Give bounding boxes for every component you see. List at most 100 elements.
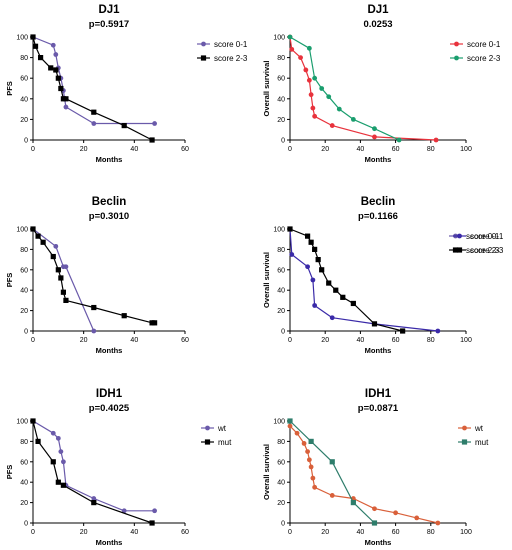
x-tick-label: 20 [321, 337, 329, 344]
x-tick-label: 100 [460, 146, 472, 153]
legend-marker [454, 41, 459, 47]
x-tick-label: 60 [392, 529, 400, 536]
y-tick-label: 0 [24, 521, 28, 528]
data-point [50, 253, 56, 260]
data-point [308, 239, 314, 245]
x-tick-label: 0 [31, 146, 35, 153]
data-point [50, 430, 56, 436]
data-point [63, 96, 69, 102]
y-tick-label: 40 [277, 480, 285, 487]
panel-pvalue: 0.0253 [363, 19, 392, 30]
x-tick-label: 20 [80, 146, 88, 153]
y-tick-label: 0 [24, 138, 28, 145]
x-tick-label: 20 [321, 529, 329, 536]
y-axis-label: Overall survival [262, 61, 271, 117]
data-point [350, 500, 356, 506]
x-tick-label: 60 [181, 146, 189, 153]
data-point [60, 289, 66, 295]
legend-label: score 2-3 [466, 246, 500, 255]
series-2 [30, 34, 155, 143]
data-point [312, 75, 318, 81]
legend-marker [200, 55, 207, 61]
data-point [310, 277, 316, 283]
data-point [400, 328, 406, 334]
data-point [35, 438, 41, 444]
data-point [414, 515, 420, 521]
data-point [435, 328, 441, 334]
data-point [350, 117, 356, 122]
data-point [32, 43, 39, 49]
data-point [308, 92, 314, 98]
data-point [308, 438, 314, 444]
x-tick-label: 80 [427, 146, 435, 153]
x-axis-label: Months [365, 155, 392, 164]
panel-title: IDH1 [96, 388, 123, 400]
x-tick-label: 0 [288, 529, 292, 536]
data-point [312, 113, 318, 119]
data-point [312, 303, 318, 308]
data-point [315, 257, 321, 263]
data-point [61, 459, 66, 465]
data-point [433, 137, 439, 143]
y-tick-label: 80 [20, 439, 28, 446]
x-axis-label: Months [96, 346, 123, 355]
y-axis-label: PFS [5, 81, 14, 96]
legend: wt mut [458, 424, 489, 447]
y-axis-label: Overall survival [262, 444, 271, 500]
y-tick-label: 0 [281, 138, 285, 145]
data-point [38, 55, 44, 61]
data-point [91, 304, 97, 311]
x-tick-label: 60 [392, 146, 400, 153]
data-point [329, 493, 335, 498]
panel-title: Beclin [361, 196, 396, 208]
x-tick-label: 0 [31, 529, 35, 536]
data-point [310, 475, 316, 481]
legend-label: mut [218, 438, 232, 447]
data-point [58, 275, 64, 281]
data-point [121, 508, 127, 514]
y-tick-label: 40 [20, 288, 28, 295]
data-point [91, 500, 97, 506]
km-panel-6: IDH1 p=0.0871 0 20 40 60 80 100 0 20 40 60 80 100 Mont… [262, 388, 489, 547]
data-point [63, 264, 69, 270]
data-point [305, 264, 310, 270]
y-tick-label: 40 [20, 480, 28, 487]
data-point [91, 496, 97, 501]
series-line [289, 36, 400, 141]
data-point [149, 520, 155, 526]
data-point [152, 121, 158, 126]
x-tick-label: 60 [181, 337, 189, 344]
data-point [50, 459, 56, 465]
y-tick-label: 20 [277, 117, 285, 124]
data-point [91, 109, 97, 115]
data-point [306, 77, 312, 83]
data-point [30, 226, 36, 232]
x-tick-label: 40 [130, 146, 138, 153]
data-point [310, 105, 316, 111]
y-tick-label: 20 [277, 308, 285, 315]
data-point [287, 34, 293, 40]
x-tick-label: 20 [80, 529, 88, 536]
legend-label: score 2-3 [214, 54, 248, 63]
y-tick-label: 20 [277, 500, 285, 507]
series-line [32, 420, 153, 524]
series-line [289, 228, 438, 332]
data-point [30, 34, 36, 40]
x-tick-label: 100 [460, 529, 472, 536]
data-point [55, 435, 61, 441]
series-2 [287, 418, 378, 526]
data-point [152, 320, 158, 326]
km-panel-1: DJ1 p=0.5917 0 20 40 60 80 100 0 20 40 60 Months PFS s… [5, 4, 248, 164]
legend-marker [462, 425, 467, 431]
data-point [371, 520, 378, 526]
data-point [50, 42, 56, 48]
legend-label: score 0-1 [470, 232, 504, 241]
data-point [91, 121, 97, 126]
series-line [289, 36, 437, 141]
y-tick-label: 80 [20, 247, 28, 254]
data-point [60, 482, 66, 488]
data-point [340, 294, 346, 300]
y-tick-label: 0 [281, 329, 285, 336]
data-point [350, 300, 356, 307]
